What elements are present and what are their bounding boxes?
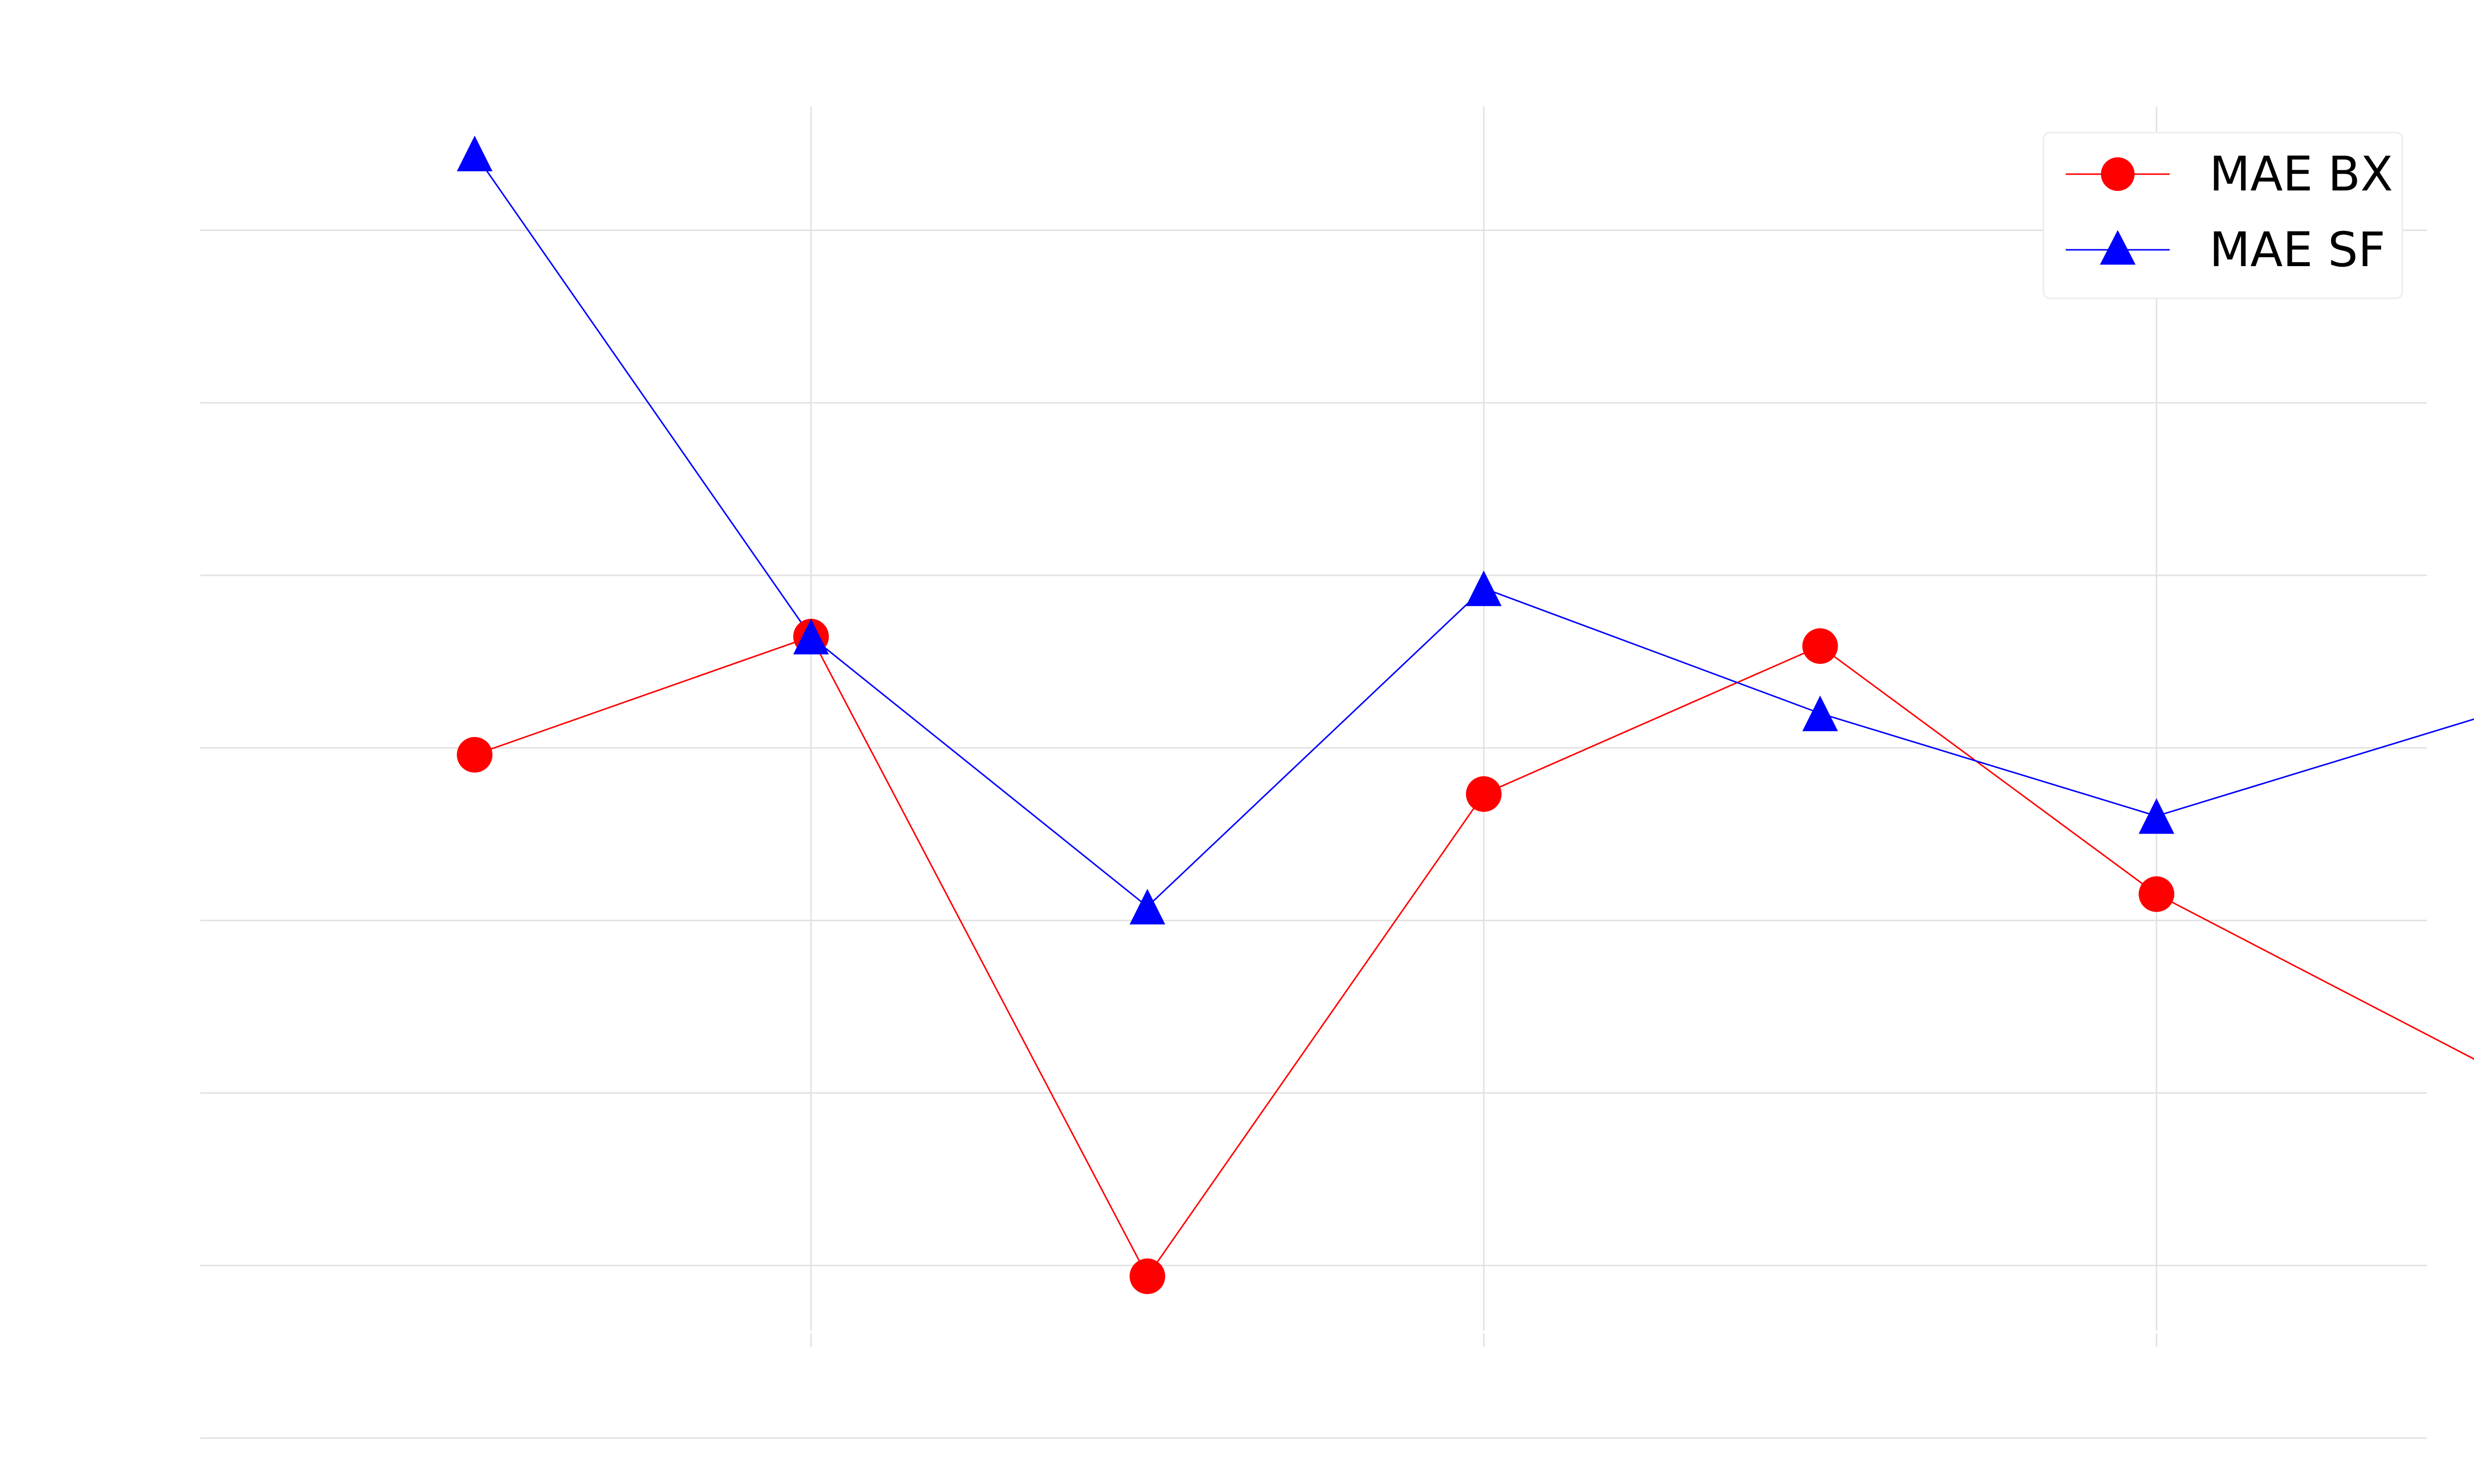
- legend: MAE BX MAE SF: [2043, 132, 2403, 299]
- data-point-mae-bx: [2139, 876, 2175, 912]
- series-line-mae-bx: [474, 636, 2474, 1278]
- legend-marker-mae-sf: [2100, 230, 2136, 265]
- data-point-mae-sf: [1802, 696, 1838, 732]
- data-point-mae-sf: [793, 618, 829, 654]
- data-point-mae-bx: [457, 737, 493, 773]
- data-point-mae-bx: [1466, 776, 1502, 812]
- legend-label-mae-sf: MAE SF: [2209, 222, 2385, 278]
- data-point-mae-bx: [1129, 1258, 1165, 1295]
- plot-area: [457, 136, 2474, 1295]
- data-point-mae-sf: [1129, 888, 1165, 925]
- data-point-mae-bx: [1802, 628, 1838, 664]
- legend-label-mae-bx: MAE BX: [2209, 146, 2393, 202]
- legend-marker-mae-bx: [2101, 157, 2135, 191]
- data-point-mae-sf: [1466, 570, 1502, 606]
- data-point-mae-sf: [457, 136, 493, 172]
- data-point-mae-sf: [2139, 798, 2175, 834]
- grid: [200, 106, 2427, 1439]
